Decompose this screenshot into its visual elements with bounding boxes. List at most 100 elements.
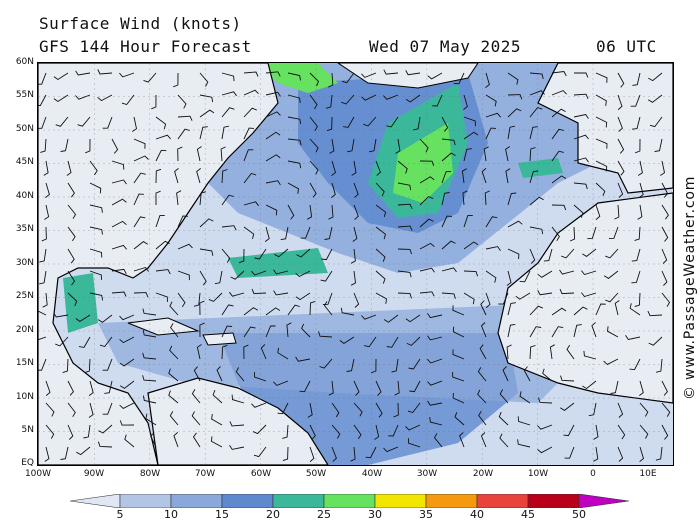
wind-barb <box>551 326 564 338</box>
wind-barb <box>151 94 157 110</box>
colorbar-swatch <box>323 494 376 508</box>
wind-barb <box>75 70 91 76</box>
wind-barb <box>452 371 465 382</box>
wind-barb <box>481 168 487 184</box>
wind-barb <box>264 226 270 242</box>
wind-barb <box>507 220 523 228</box>
wind-barb <box>617 94 623 110</box>
wind-barb <box>343 116 355 128</box>
wind-barb <box>441 240 456 250</box>
wind-barb <box>529 72 544 80</box>
wind-barb <box>287 182 299 194</box>
wind-map[interactable] <box>37 62 674 466</box>
wind-barb <box>371 358 377 374</box>
wind-barb <box>617 424 626 440</box>
wind-barb <box>595 138 608 149</box>
wind-barb <box>529 248 536 264</box>
wind-barb <box>517 416 531 426</box>
colorbar-end-high <box>578 494 630 508</box>
wind-barb <box>177 215 188 228</box>
wind-barb <box>155 134 171 140</box>
wind-barb <box>60 446 69 460</box>
wind-barb <box>484 190 490 206</box>
lat-label: 15N <box>15 358 34 368</box>
wind-barb <box>383 94 399 100</box>
wind-barb <box>397 225 413 231</box>
wind-barb <box>177 115 193 121</box>
lon-label: 60W <box>250 469 272 479</box>
wind-barb <box>243 89 259 96</box>
wind-barb <box>648 336 663 346</box>
colorbar-label: 45 <box>521 508 535 521</box>
wind-barb <box>454 412 465 426</box>
wind-barb <box>537 446 553 454</box>
wind-barb <box>296 248 311 258</box>
wind-barb <box>155 240 170 250</box>
wind-barb <box>42 292 48 308</box>
wind-barb <box>67 380 74 396</box>
wind-barb <box>265 204 278 216</box>
wind-barb <box>452 326 465 338</box>
wind-barb <box>595 72 608 83</box>
lon-label: 30W <box>416 469 438 479</box>
wind-barb <box>133 193 144 206</box>
wind-barb <box>647 310 663 317</box>
wind-barb <box>485 94 497 107</box>
wind-barb <box>625 335 641 341</box>
wind-barb <box>97 94 113 102</box>
wind-barb <box>350 248 356 264</box>
wind-barbs <box>38 69 671 462</box>
wind-barb <box>617 116 623 132</box>
wind-barb <box>563 424 575 437</box>
wind-barb <box>252 424 267 435</box>
lon-label: 100W <box>24 469 52 479</box>
wind-barb <box>353 402 363 417</box>
wind-barb <box>506 344 512 360</box>
wind-barb <box>419 160 435 166</box>
wind-barb <box>309 94 318 110</box>
wind-barb <box>397 182 412 191</box>
wind-barb <box>243 307 259 316</box>
wind-barb <box>111 220 127 228</box>
wind-barb <box>67 226 76 242</box>
wind-barb <box>351 160 357 176</box>
wind-barb <box>38 72 47 85</box>
wind-barb <box>191 411 201 426</box>
wind-barb <box>427 380 443 386</box>
lon-label: 50W <box>305 469 327 479</box>
wind-barb <box>253 372 267 382</box>
wind-barb <box>353 424 362 440</box>
wind-barb <box>211 414 223 426</box>
wind-barb <box>220 146 226 162</box>
wind-barb <box>561 248 575 259</box>
wind-barb <box>639 446 645 462</box>
wind-barb <box>287 94 301 104</box>
wind-barb <box>321 248 333 261</box>
wind-barb <box>99 336 113 348</box>
wind-barb <box>397 203 413 209</box>
wind-barb <box>260 344 267 360</box>
wind-barb <box>529 196 544 206</box>
wind-barb <box>309 182 317 198</box>
wind-barb <box>529 226 544 235</box>
wind-barb <box>632 72 641 86</box>
wind-barb <box>323 301 333 316</box>
wind-barb <box>173 432 179 448</box>
wind-barb <box>169 345 179 360</box>
wind-barb <box>287 72 301 81</box>
wind-barb <box>537 290 553 296</box>
wind-barb <box>408 358 421 370</box>
wind-barb <box>119 420 135 426</box>
wind-barb <box>353 182 359 198</box>
wind-barb <box>142 308 157 316</box>
lat-label: 45N <box>15 157 34 167</box>
wind-barb <box>427 335 443 341</box>
wind-barb <box>142 395 157 404</box>
wind-barb <box>559 269 575 275</box>
wind-barb <box>661 402 671 417</box>
wind-barb <box>386 336 399 348</box>
wind-barb <box>221 248 231 263</box>
wind-barb <box>142 330 157 338</box>
wind-barb <box>38 358 47 371</box>
wind-barb <box>66 160 72 176</box>
